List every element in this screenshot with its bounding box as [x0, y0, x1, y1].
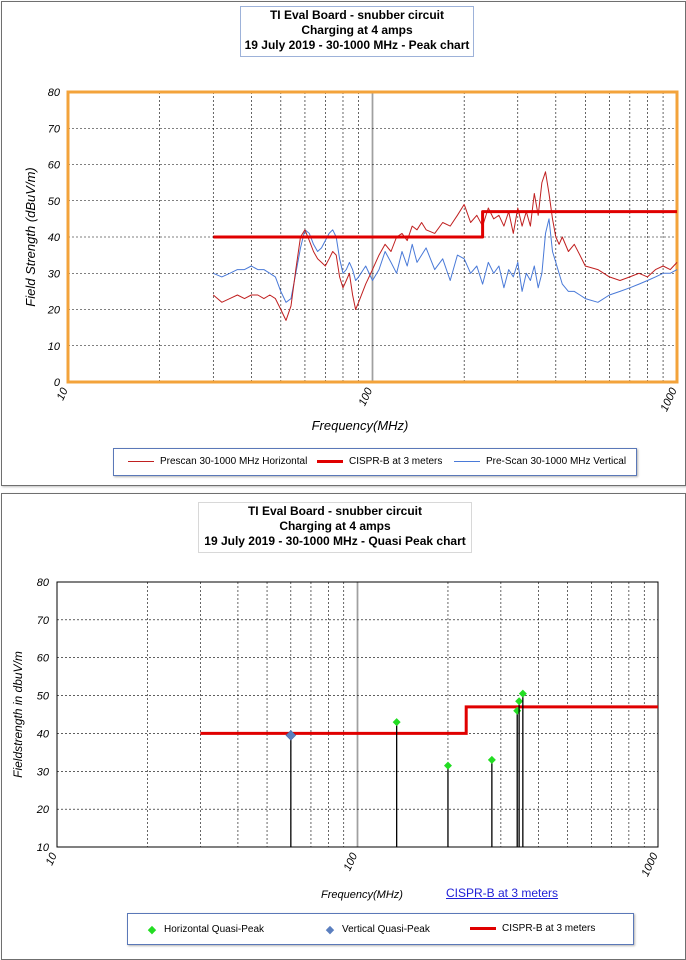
quasi-peak-chart-title: TI Eval Board - snubber circuit Charging… — [198, 502, 472, 553]
y-tick-label: 70 — [48, 123, 61, 135]
y-tick-label: 20 — [47, 305, 61, 317]
legend-swatch-red-thin — [128, 461, 154, 462]
horizontal-qp-marker — [443, 761, 452, 770]
vertical-qp-marker — [285, 729, 297, 741]
legend-label: Vertical Quasi-Peak — [342, 924, 430, 935]
x-tick-label: 10 — [44, 850, 60, 867]
legend-item-vertical-qp: ◆ Vertical Quasi-Peak — [324, 923, 430, 936]
y-tick-label: 30 — [48, 268, 61, 280]
y-tick-label: 30 — [37, 766, 50, 778]
x-tick-label: 1000 — [639, 850, 661, 878]
y-tick-label: 0 — [54, 377, 61, 389]
horizontal-qp-marker — [487, 755, 496, 764]
y-tick-label: 50 — [48, 196, 61, 208]
peak-chart-panel: 0 10 20 30 40 50 60 70 80 10 100 1000 Frequency(MHz)… — [1, 1, 686, 486]
peak-chart-title: TI Eval Board - snubber circuit Charging… — [240, 6, 474, 57]
legend-swatch-red-thick — [317, 460, 343, 463]
y-tick-label: 40 — [37, 728, 50, 740]
series-cispr-b-limit — [200, 705, 658, 735]
y-axis-label: Field Strength (dBuV/m) — [23, 167, 38, 306]
y-tick-label: 80 — [37, 577, 50, 589]
legend-item-cispr-b: CISPR-B at 3 meters — [317, 456, 442, 467]
peak-title-line-3: 19 July 2019 - 30-1000 MHz - Peak chart — [244, 38, 470, 52]
x-axis-label: Frequency(MHz) — [312, 418, 409, 433]
y-axis-label: Fieldstrength in dbuV/m — [11, 651, 25, 778]
legend-marker-blue-diamond: ◆ — [325, 924, 335, 936]
x-tick-label: 100 — [357, 385, 376, 408]
y-tick-label: 80 — [48, 87, 61, 99]
series-prescan-horizontal — [212, 171, 678, 321]
y-tick-label: 40 — [48, 232, 61, 244]
legend-label: Pre-Scan 30-1000 MHz Vertical — [486, 456, 627, 467]
y-tick-label: 70 — [37, 615, 50, 627]
legend-label: CISPR-B at 3 meters — [349, 456, 443, 467]
legend-swatch-blue — [454, 461, 480, 462]
cispr-b-link[interactable]: CISPR-B at 3 meters — [446, 886, 559, 900]
legend-swatch-red-thick — [470, 927, 496, 930]
legend-item-horizontal-qp: ◆ Horizontal Quasi-Peak — [146, 923, 264, 936]
peak-title-line-2: Charging at 4 amps — [301, 23, 413, 37]
quasi-peak-chart-legend: ◆ Horizontal Quasi-Peak ◆ Vertical Quasi… — [127, 913, 634, 945]
legend-label: Prescan 30-1000 MHz Horizontal — [160, 456, 308, 467]
horizontal-qp-marker — [515, 697, 524, 706]
x-tick-label: 10 — [55, 385, 71, 402]
x-tick-label: 1000 — [658, 385, 680, 413]
x-tick-label: 100 — [342, 850, 361, 873]
y-tick-label: 60 — [48, 160, 61, 172]
quasi-peak-chart-svg: 10 20 30 40 50 60 70 80 10 100 1000 Frequency(MHz) F… — [11, 577, 661, 901]
horizontal-qp-marker — [518, 689, 527, 698]
quasi-peak-chart-panel: 10 20 30 40 50 60 70 80 10 100 1000 Frequency(MHz) F… — [1, 493, 686, 960]
qp-title-line-3: 19 July 2019 - 30-1000 MHz - Quasi Peak … — [204, 534, 466, 548]
peak-title-line-1: TI Eval Board - snubber circuit — [269, 8, 445, 22]
series-cispr-b-limit — [213, 210, 677, 239]
legend-item-prescan-horizontal: Prescan 30-1000 MHz Horizontal — [128, 456, 307, 467]
plot-frame — [66, 90, 679, 384]
y-tick-label: 20 — [36, 804, 50, 816]
plot-frame — [56, 581, 659, 848]
y-tick-label: 50 — [37, 691, 50, 703]
series-prescan-vertical — [213, 218, 678, 303]
peak-chart-legend: Prescan 30-1000 MHz Horizontal CISPR-B a… — [113, 448, 637, 476]
qp-title-line-2: Charging at 4 amps — [279, 519, 391, 533]
legend-label: Horizontal Quasi-Peak — [164, 924, 265, 935]
qp-title-line-1: TI Eval Board - snubber circuit — [247, 504, 423, 518]
y-tick-label: 10 — [37, 842, 50, 854]
legend-label: CISPR-B at 3 meters — [502, 923, 596, 934]
legend-item-cispr-b: CISPR-B at 3 meters — [470, 923, 595, 934]
legend-item-prescan-vertical: Pre-Scan 30-1000 MHz Vertical — [454, 456, 626, 467]
x-axis-label: Frequency(MHz) — [321, 889, 403, 901]
y-tick-label: 60 — [37, 653, 50, 665]
legend-marker-green-diamond: ◆ — [147, 924, 157, 936]
horizontal-qp-marker — [392, 718, 401, 727]
y-tick-label: 10 — [48, 341, 61, 353]
